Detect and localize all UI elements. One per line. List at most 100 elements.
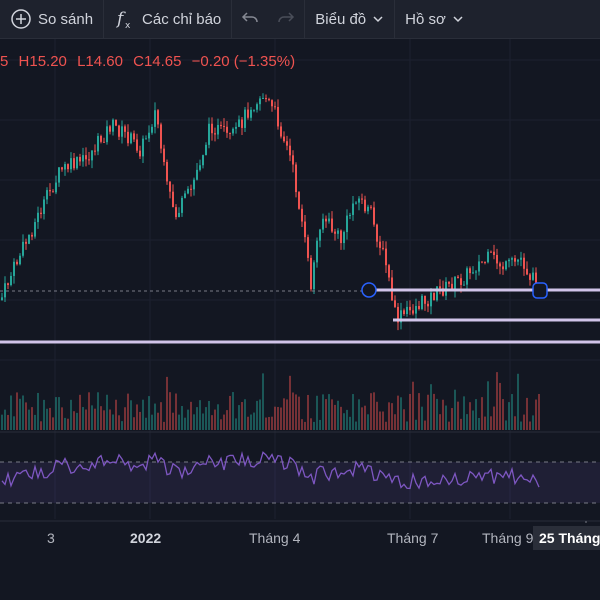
volume-bar	[532, 415, 534, 430]
redo-button[interactable]	[268, 0, 304, 38]
volume-bar	[151, 414, 153, 430]
volume-bar	[496, 372, 498, 430]
candle-body	[103, 141, 105, 143]
candle-body	[343, 232, 345, 244]
volume-bar	[28, 409, 30, 430]
candle-body	[310, 257, 312, 290]
volume-bar	[439, 414, 441, 430]
candle-body	[25, 241, 27, 244]
volume-bar	[220, 419, 222, 430]
candle-body	[121, 126, 123, 137]
volume-bar	[424, 420, 426, 430]
candle-body	[172, 191, 174, 208]
volume-bar	[388, 402, 390, 430]
volume-bar	[250, 414, 252, 430]
line-handle-left	[361, 282, 377, 298]
rsi-line	[1, 450, 540, 490]
volume-bar	[406, 421, 408, 430]
candle-body	[307, 237, 309, 258]
candle-body	[4, 283, 6, 298]
redo-icon	[276, 7, 296, 31]
volume-bar	[433, 393, 435, 430]
volume-bar	[409, 393, 411, 430]
candle-body	[463, 284, 465, 286]
candle-body	[301, 208, 303, 222]
candle-body	[106, 126, 108, 143]
candle-body	[274, 106, 276, 108]
volume-bar	[76, 412, 78, 430]
volume-bar	[355, 421, 357, 430]
volume-bar	[307, 394, 309, 430]
volume-bar	[211, 415, 213, 430]
volume-bar	[1, 414, 3, 430]
volume-bar	[55, 397, 57, 430]
volume-bar	[412, 381, 414, 430]
volume-bar	[61, 407, 63, 430]
volume-bar	[466, 414, 468, 430]
profile-menu-label: Hồ sơ	[405, 10, 446, 28]
undo-button[interactable]	[232, 0, 268, 38]
volume-bar	[478, 417, 480, 430]
candle-body	[112, 119, 114, 132]
candle-body	[358, 198, 360, 203]
candle-body	[85, 155, 87, 160]
volume-bar	[286, 399, 288, 430]
chart-menu-button[interactable]: Biểu đồ	[305, 0, 394, 38]
candle-body	[31, 234, 33, 237]
volume-bar	[520, 421, 522, 430]
volume-bar	[34, 414, 36, 430]
volume-bar	[505, 420, 507, 430]
volume-bar	[145, 417, 147, 430]
candle-body	[208, 123, 210, 145]
volume-bar	[52, 417, 54, 430]
volume-bar	[277, 406, 279, 430]
volume-bar	[58, 397, 60, 430]
candle-body	[151, 126, 153, 133]
volume-bar	[175, 393, 177, 430]
candle-body	[265, 97, 267, 100]
candle-body	[139, 150, 141, 157]
candle-body	[154, 110, 156, 127]
volume-bar	[535, 399, 537, 430]
profile-menu-button[interactable]: Hồ sơ	[395, 0, 474, 38]
volume-bar	[322, 394, 324, 430]
volume-bar	[517, 373, 519, 430]
volume-bar	[445, 405, 447, 430]
candle-body	[130, 133, 132, 144]
volume-bar	[124, 407, 126, 430]
candle-body	[442, 288, 444, 296]
volume-bar	[199, 400, 201, 430]
candle-body	[421, 295, 423, 309]
candle-body	[361, 198, 363, 200]
toolbar-divider	[394, 0, 396, 38]
volume-bar	[169, 392, 171, 430]
candle-body	[64, 164, 66, 170]
volume-bar	[457, 401, 459, 430]
volume-bar	[238, 405, 240, 430]
candle-body	[253, 109, 255, 111]
volume-bar	[328, 394, 330, 430]
candle-body	[511, 258, 513, 260]
volume-bar	[100, 406, 102, 430]
volume-bar	[85, 409, 87, 430]
volume-bar	[415, 419, 417, 430]
candle-body	[349, 214, 351, 216]
candle-body	[460, 278, 462, 285]
volume-bar	[193, 414, 195, 430]
candle-body	[325, 218, 327, 222]
candle-body	[166, 162, 168, 182]
candle-body	[505, 261, 507, 270]
price-chart[interactable]	[0, 39, 600, 600]
compare-label: So sánh	[38, 10, 94, 28]
candle-body	[295, 164, 297, 193]
candle-body	[91, 150, 93, 161]
compare-button[interactable]: So sánh	[0, 0, 103, 38]
candle-body	[346, 215, 348, 233]
volume-bar	[343, 413, 345, 430]
ohlc-legend: 5 H15.20 L14.60 C14.65 −0.20 (−1.35%)	[0, 53, 295, 70]
candle-body	[397, 306, 399, 323]
candle-body	[124, 126, 126, 132]
volume-bar	[130, 400, 132, 430]
volume-bar	[184, 417, 186, 430]
